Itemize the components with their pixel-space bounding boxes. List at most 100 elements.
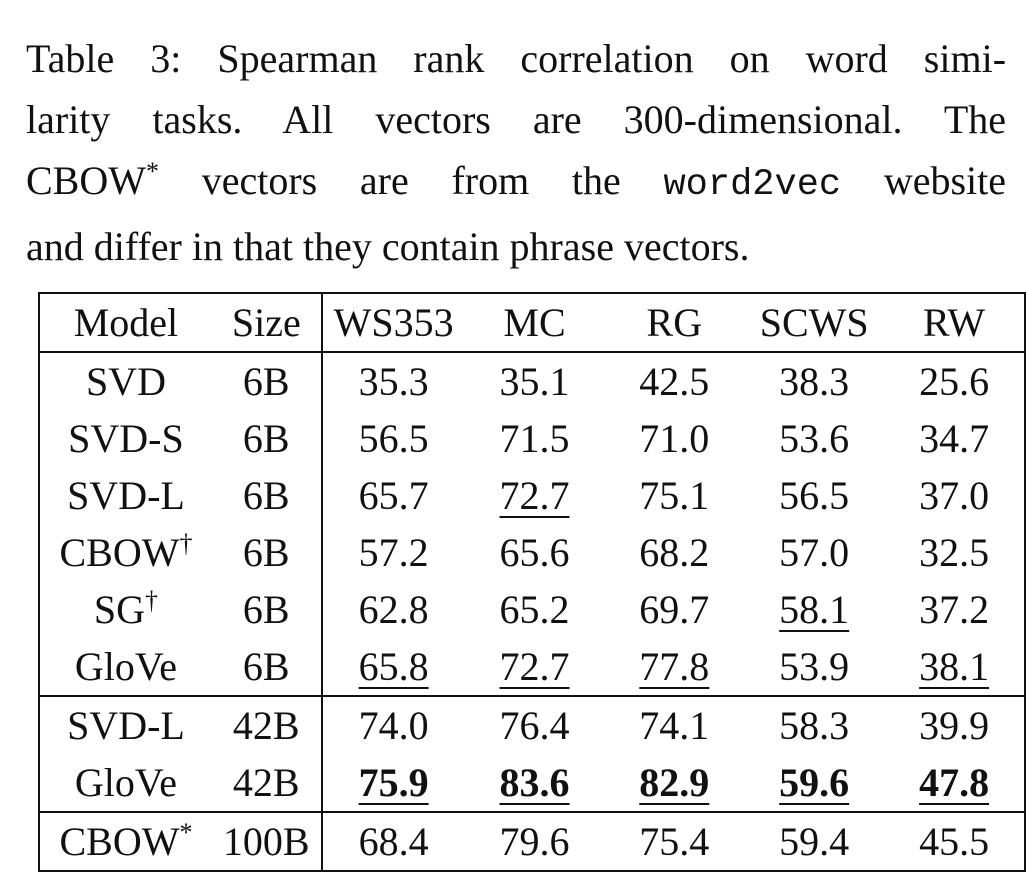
size-cell: 6B [211,581,323,638]
mc-cell: 35.1 [464,351,605,410]
scws-cell: 57.0 [744,524,884,581]
value-underlined: 65.8 [358,644,429,689]
size-cell: 42B [211,695,323,754]
value-underlined: 72.7 [499,473,570,518]
rw-cell: 38.1 [884,638,1025,696]
rw-cell: 37.0 [884,467,1025,524]
ws353-cell: 74.0 [321,695,465,754]
caption-cbow: CBOW [26,158,146,203]
value-best: 82.9 [639,760,710,805]
rg-cell: 77.8 [604,638,744,696]
mc-cell: 79.6 [464,811,605,871]
header-model: Model [73,300,179,345]
value: 53.9 [779,644,850,689]
mc-cell: 76.4 [464,695,605,754]
model-name: SVD-L [67,703,185,748]
mc-cell: 65.6 [465,524,605,581]
model-mark: * [179,818,193,847]
model-cell: GloVe [39,754,212,812]
rg-cell: 71.0 [604,410,744,467]
rw-cell: 37.2 [884,581,1025,638]
caption-line-4: and differ in that they contain phrase v… [26,224,750,269]
table-row: SG† 6B 62.8 65.2 69.7 58.1 37.2 [39,581,1025,638]
value: 34.7 [919,416,990,461]
ws353-cell: 57.2 [322,524,465,581]
value: 45.5 [919,819,990,864]
table-row: CBOW* 100B 68.4 79.6 75.4 59.4 45.5 [39,811,1025,871]
ws353-cell: 65.7 [322,467,465,524]
size-cell: 6B [211,524,323,581]
value: 42.5 [639,359,710,404]
model-name: SVD [85,359,166,404]
value: 68.2 [639,530,710,575]
model-name: CBOW [59,819,180,864]
size-cell: 6B [211,467,323,524]
model-name: GloVe [74,644,178,689]
value: 65.7 [358,473,429,518]
size-cell: 6B [211,351,323,410]
header-rw: RW [922,300,986,345]
mc-cell: 72.7 [465,467,605,524]
size-cell: 42B [211,754,323,812]
size-cell: 100B [211,811,323,871]
value: 76.4 [499,703,570,748]
caption-line-1-text: Spearman rank correlation on word simi- [217,36,1007,81]
model-name: GloVe [74,760,178,805]
caption-line-3-post: website [883,158,1006,203]
model-cell: SG† [39,581,212,638]
ws353-cell: 35.3 [321,351,465,410]
value: 75.1 [639,473,710,518]
value: 65.2 [499,587,570,632]
value: 57.2 [358,530,429,575]
mc-cell: 65.2 [465,581,605,638]
model-cell: CBOW† [39,524,212,581]
model-cell: CBOW* [39,811,212,871]
rg-cell: 82.9 [604,754,744,812]
rg-cell: 75.1 [604,467,744,524]
value: 71.0 [639,416,710,461]
value-underlined: 72.7 [499,644,570,689]
scws-cell: 59.4 [744,811,885,871]
header-rg: RG [646,300,703,345]
scws-cell: 53.9 [744,638,884,696]
value-best: 59.6 [779,760,850,805]
table-row: SVD-L 6B 65.7 72.7 75.1 56.5 37.0 [39,467,1025,524]
model-cell: SVD-S [39,410,212,467]
value: 56.5 [358,416,429,461]
value: 71.5 [499,416,570,461]
value: 79.6 [499,819,570,864]
table-caption: Table 3: Spearman rank correlation on wo… [26,28,1006,277]
value-best: 75.9 [358,760,429,805]
value: 38.3 [779,359,850,404]
size-cell: 6B [211,638,323,696]
ws353-cell: 68.4 [321,811,465,871]
scws-cell: 38.3 [744,351,885,410]
model-cell: SVD-L [39,695,212,754]
table-row: GloVe 6B 65.8 72.7 77.8 53.9 38.1 [39,638,1025,696]
value: 74.0 [358,703,429,748]
value: 65.6 [499,530,570,575]
model-mark: † [145,586,159,615]
value: 35.1 [499,359,570,404]
caption-cbow-star: * [146,157,159,186]
rw-cell: 32.5 [884,524,1025,581]
rg-cell: 68.2 [604,524,744,581]
value: 39.9 [919,703,990,748]
size-cell: 6B [211,410,323,467]
value: 37.2 [919,587,990,632]
value-underlined: 38.1 [919,644,990,689]
scws-cell: 59.6 [744,754,884,812]
caption-line-2: larity tasks. All vectors are 300-dimens… [26,97,1006,142]
caption-line-3-mid: vectors are from the [201,158,621,203]
model-mark: † [179,529,193,558]
model-name: SG [93,587,146,632]
rg-cell: 74.1 [604,695,745,754]
mc-cell: 71.5 [465,410,605,467]
caption-line-3: CBOW* vectors are from the word2vec webs… [26,150,1006,216]
rw-cell: 34.7 [884,410,1025,467]
header-ws353: WS353 [333,300,454,345]
table-row: SVD 6B 35.3 35.1 42.5 38.3 25.6 [39,351,1025,410]
rw-cell: 25.6 [884,351,1025,410]
value: 37.0 [919,473,990,518]
value: 53.6 [779,416,850,461]
